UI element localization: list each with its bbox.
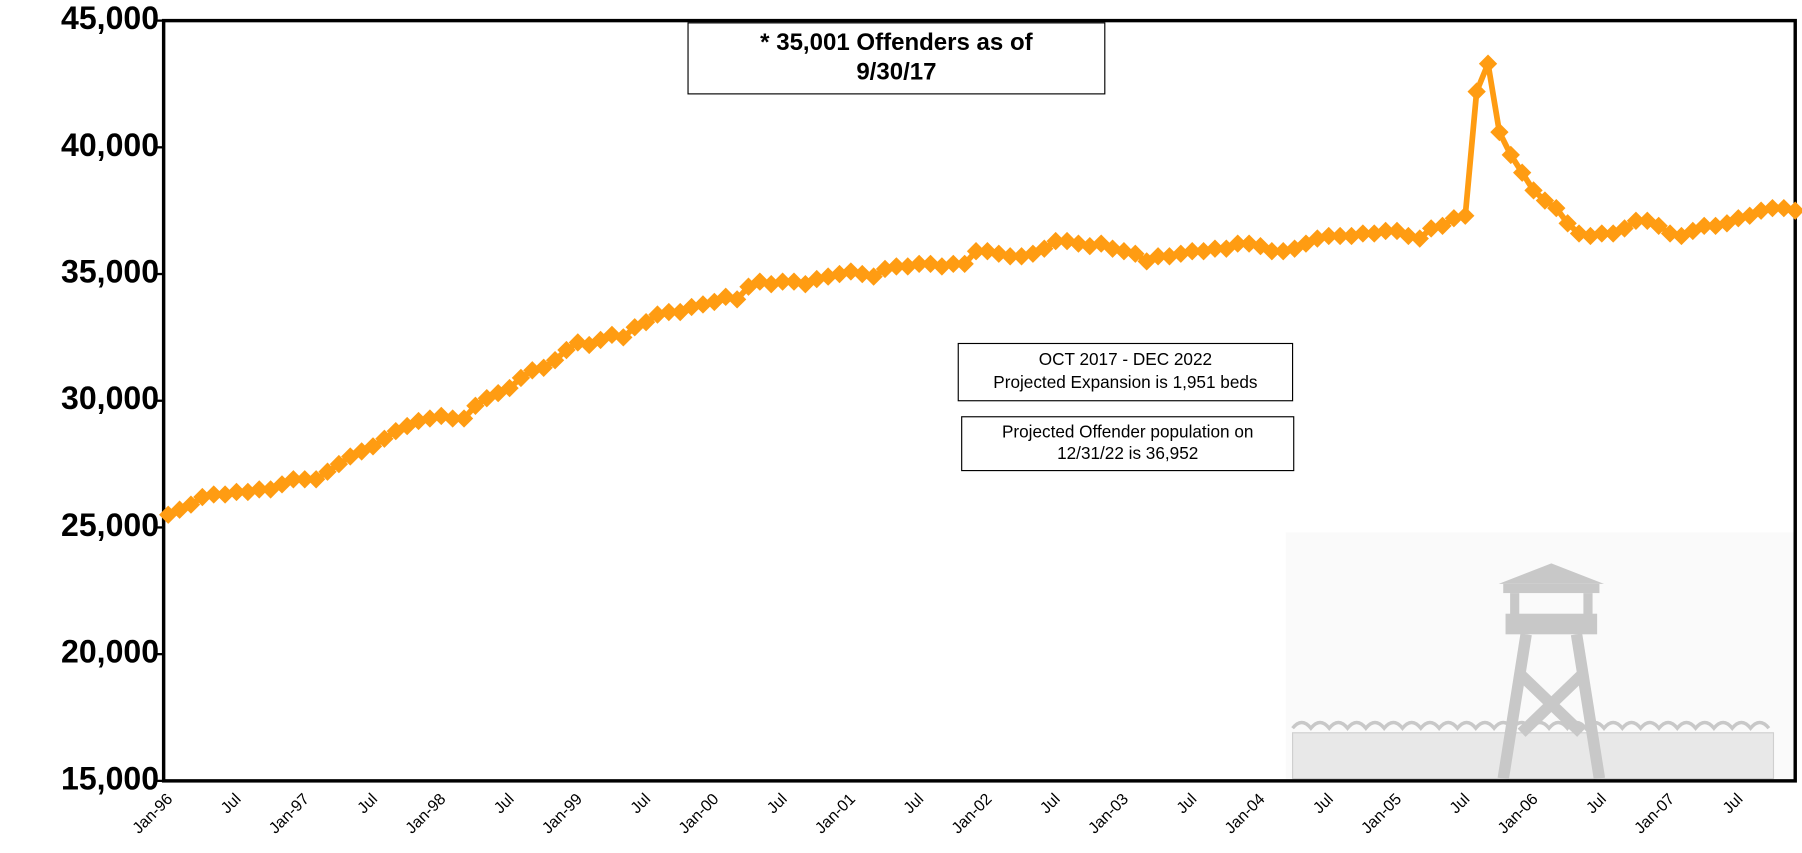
data-point bbox=[955, 254, 974, 274]
data-point bbox=[1035, 239, 1054, 258]
data-point bbox=[443, 409, 462, 428]
data-point bbox=[1786, 201, 1802, 220]
data-point bbox=[557, 340, 576, 360]
data-point bbox=[1148, 247, 1168, 266]
annotation-text: Projected Offender population on bbox=[1002, 421, 1253, 441]
data-point bbox=[284, 470, 303, 489]
x-tick-label: Jan-04 bbox=[1221, 790, 1268, 837]
data-point bbox=[909, 254, 929, 274]
data-point bbox=[1547, 198, 1566, 218]
data-point bbox=[363, 437, 383, 456]
x-tick-label: Jan-02 bbox=[948, 790, 995, 837]
data-point bbox=[887, 257, 906, 276]
data-point bbox=[966, 242, 986, 261]
x-tick-label: Jul bbox=[217, 790, 244, 817]
y-tick-label: 35,000 bbox=[61, 253, 159, 289]
data-point bbox=[1478, 54, 1498, 73]
data-point bbox=[659, 302, 678, 322]
data-point bbox=[306, 470, 326, 489]
data-point bbox=[1262, 242, 1282, 261]
annotation-box bbox=[687, 22, 1106, 95]
data-point bbox=[1490, 122, 1509, 142]
data-point bbox=[1456, 206, 1475, 225]
data-point bbox=[944, 254, 963, 274]
x-tick-label: Jan-00 bbox=[675, 790, 722, 837]
data-point bbox=[500, 378, 519, 398]
x-tick-label: Jan-01 bbox=[812, 790, 859, 837]
data-point bbox=[1535, 191, 1555, 210]
x-tick-label: Jul bbox=[1037, 790, 1064, 817]
data-point bbox=[1763, 198, 1782, 218]
x-tick-label: Jan-98 bbox=[402, 790, 449, 837]
x-tick-label: Jul bbox=[900, 790, 927, 817]
data-point bbox=[1558, 214, 1577, 233]
x-tick-label: Jan-99 bbox=[539, 790, 586, 837]
watchtower-illustration bbox=[1285, 532, 1796, 781]
x-tick-label: Jul bbox=[1446, 790, 1473, 817]
x-tick-label: Jul bbox=[627, 790, 654, 817]
y-tick-label: 40,000 bbox=[61, 127, 159, 163]
data-point bbox=[614, 328, 633, 347]
y-tick-label: 15,000 bbox=[61, 760, 159, 796]
data-point bbox=[1524, 181, 1543, 200]
data-point bbox=[1126, 244, 1145, 263]
data-point bbox=[1353, 224, 1373, 243]
data-point bbox=[978, 242, 997, 261]
annotation-text: Projected Expansion is 1,951 beds bbox=[993, 372, 1257, 392]
data-point bbox=[1626, 211, 1646, 230]
data-point bbox=[454, 409, 474, 428]
x-tick-label: Jan-06 bbox=[1494, 790, 1541, 837]
x-tick-label: Jul bbox=[1583, 790, 1610, 817]
data-point bbox=[1512, 163, 1532, 182]
x-tick-label: Jul bbox=[1173, 790, 1200, 817]
data-point bbox=[1376, 221, 1395, 241]
x-tick-label: Jul bbox=[490, 790, 517, 817]
y-tick-label: 25,000 bbox=[61, 507, 159, 543]
data-point bbox=[1057, 231, 1077, 251]
x-tick-label: Jul bbox=[1310, 790, 1337, 817]
annotation-text: * 35,001 Offenders as of bbox=[760, 29, 1033, 56]
x-tick-label: Jan-96 bbox=[129, 790, 176, 837]
data-point bbox=[318, 462, 337, 481]
y-tick-label: 20,000 bbox=[61, 634, 159, 670]
y-tick-label: 45,000 bbox=[61, 0, 159, 36]
annotation-box bbox=[961, 416, 1295, 472]
data-point bbox=[204, 485, 223, 504]
x-tick-label: Jan-97 bbox=[266, 790, 313, 837]
data-point bbox=[1649, 216, 1668, 236]
data-point bbox=[1012, 247, 1031, 266]
annotation-box bbox=[957, 342, 1294, 402]
data-point bbox=[329, 454, 349, 474]
x-tick-label: Jan-07 bbox=[1631, 790, 1678, 837]
data-point bbox=[636, 313, 656, 332]
annotation-text: 9/30/17 bbox=[856, 59, 936, 86]
data-point bbox=[773, 272, 792, 291]
data-point bbox=[227, 482, 246, 502]
data-point bbox=[466, 396, 485, 415]
data-point bbox=[1183, 242, 1202, 261]
x-tick-label: Jul bbox=[764, 790, 791, 817]
data-point bbox=[1410, 229, 1429, 248]
annotation-text: OCT 2017 - DEC 2022 bbox=[1039, 349, 1212, 369]
data-point bbox=[1467, 82, 1486, 101]
x-tick-label: Jul bbox=[1719, 790, 1746, 817]
data-point bbox=[1615, 219, 1634, 238]
x-tick-label: Jul bbox=[354, 790, 381, 817]
data-point bbox=[1228, 234, 1247, 253]
data-point bbox=[921, 254, 940, 274]
data-point bbox=[534, 358, 553, 377]
data-point bbox=[181, 495, 201, 514]
annotation-text: 12/31/22 is 36,952 bbox=[1057, 443, 1198, 463]
y-tick-label: 30,000 bbox=[61, 380, 159, 416]
data-point bbox=[250, 480, 269, 499]
x-tick-label: Jan-05 bbox=[1358, 790, 1405, 837]
data-point bbox=[375, 429, 394, 448]
x-tick-label: Jan-03 bbox=[1085, 790, 1132, 837]
data-point bbox=[295, 470, 314, 489]
